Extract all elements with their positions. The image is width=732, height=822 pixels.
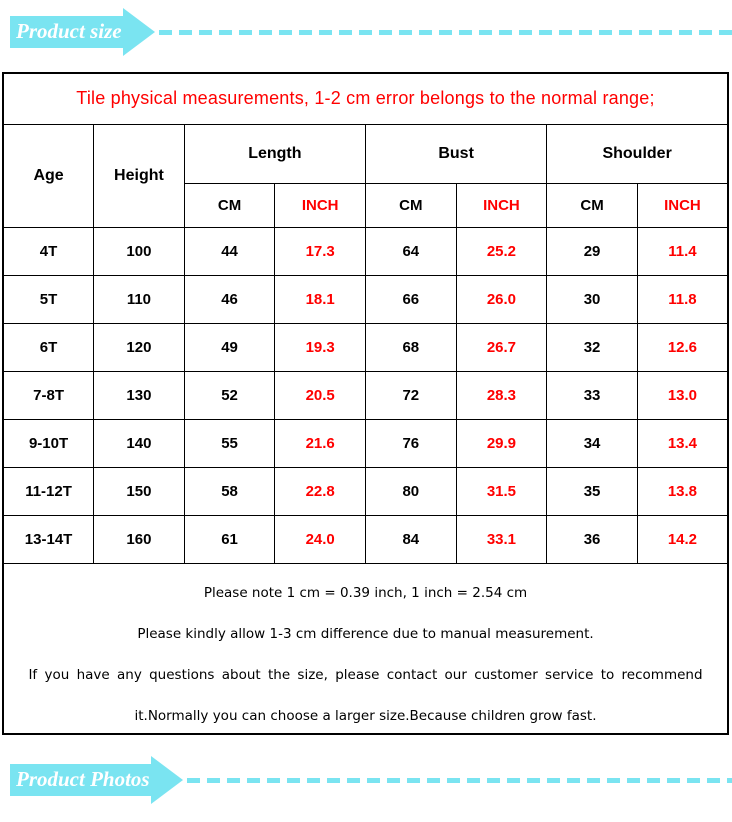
cell-age: 7-8T xyxy=(2,370,95,420)
table-row: 13-14T 160 61 24.0 84 33.1 36 14.2 xyxy=(2,514,729,564)
cell-length-inch: 21.6 xyxy=(274,418,366,468)
table-header-group-row: Age Height Length Bust Shoulder xyxy=(2,123,729,228)
cell-bust-inch: 29.9 xyxy=(455,418,548,468)
cell-age: 4T xyxy=(2,226,95,276)
header-shoulder-inch: INCH xyxy=(636,182,729,228)
cell-length-inch: 24.0 xyxy=(274,514,366,564)
cell-shoulder-inch: 14.2 xyxy=(636,514,729,564)
cell-bust-cm: 68 xyxy=(365,322,457,372)
cell-length-inch: 20.5 xyxy=(274,370,366,420)
cell-bust-cm: 72 xyxy=(365,370,457,420)
cell-bust-cm: 76 xyxy=(365,418,457,468)
cell-height: 150 xyxy=(93,466,185,516)
cell-shoulder-cm: 32 xyxy=(546,322,638,372)
cell-length-cm: 49 xyxy=(183,322,276,372)
table-notes-row: Please note 1 cm = 0.39 inch, 1 inch = 2… xyxy=(2,562,729,735)
cell-bust-cm: 84 xyxy=(365,514,457,564)
cell-shoulder-cm: 36 xyxy=(546,514,638,564)
cell-height: 110 xyxy=(93,274,185,324)
banner-title: Product size xyxy=(16,18,122,43)
cell-bust-inch: 33.1 xyxy=(455,514,548,564)
banner-ribbon-body: Product Photos xyxy=(10,764,151,796)
cell-length-cm: 52 xyxy=(183,370,276,420)
cell-bust-cm: 80 xyxy=(365,466,457,516)
banner-ribbon-body: Product size xyxy=(10,16,123,48)
cell-age: 5T xyxy=(2,274,95,324)
table-header-unit-row: CM INCH CM INCH CM INCH xyxy=(3,182,729,228)
size-chart-table: Tile physical measurements, 1-2 cm error… xyxy=(2,72,729,735)
arrow-right-icon xyxy=(122,8,155,56)
cell-shoulder-cm: 30 xyxy=(546,274,638,324)
cell-shoulder-cm: 35 xyxy=(546,466,638,516)
note-conversion: Please note 1 cm = 0.39 inch, 1 inch = 2… xyxy=(203,584,528,601)
header-length-inch: INCH xyxy=(274,182,366,228)
dashed-line xyxy=(158,29,732,35)
cell-age: 9-10T xyxy=(2,418,95,468)
cell-shoulder-cm: 34 xyxy=(546,418,638,468)
banner-ribbon: Product size xyxy=(10,8,155,56)
cell-age: 13-14T xyxy=(2,514,95,564)
cell-length-cm: 44 xyxy=(183,226,276,276)
header-shoulder: Shoulder xyxy=(546,123,729,184)
cell-bust-inch: 26.7 xyxy=(455,322,548,372)
cell-length-cm: 61 xyxy=(183,514,276,564)
cell-age: 6T xyxy=(2,322,95,372)
cell-shoulder-cm: 33 xyxy=(546,370,638,420)
table-title: Tile physical measurements, 1-2 cm error… xyxy=(2,72,729,125)
header-bust-cm: CM xyxy=(365,182,457,228)
table-row: 7-8T 130 52 20.5 72 28.3 33 13.0 xyxy=(2,370,729,420)
table-row: 11-12T 150 58 22.8 80 31.5 35 13.8 xyxy=(2,466,729,516)
cell-length-cm: 58 xyxy=(183,466,276,516)
header-bust-inch: INCH xyxy=(455,182,548,228)
cell-length-cm: 55 xyxy=(183,418,276,468)
dashed-line xyxy=(186,777,732,783)
arrow-right-icon xyxy=(150,756,183,804)
table-row: 5T 110 46 18.1 66 26.0 30 11.8 xyxy=(2,274,729,324)
cell-length-inch: 18.1 xyxy=(274,274,366,324)
cell-bust-inch: 31.5 xyxy=(455,466,548,516)
header-age: Age xyxy=(2,123,95,228)
cell-bust-inch: 25.2 xyxy=(455,226,548,276)
cell-height: 120 xyxy=(93,322,185,372)
cell-shoulder-inch: 11.8 xyxy=(636,274,729,324)
table-title-row: Tile physical measurements, 1-2 cm error… xyxy=(2,72,729,125)
banner-ribbon: Product Photos xyxy=(10,756,183,804)
note-contact-line2: it.Normally you can choose a larger size… xyxy=(134,707,597,724)
cell-bust-inch: 28.3 xyxy=(455,370,548,420)
table-row: 9-10T 140 55 21.6 76 29.9 34 13.4 xyxy=(2,418,729,468)
product-size-banner: Product size xyxy=(10,8,732,56)
cell-height: 140 xyxy=(93,418,185,468)
cell-bust-cm: 64 xyxy=(365,226,457,276)
cell-shoulder-inch: 13.4 xyxy=(636,418,729,468)
cell-age: 11-12T xyxy=(2,466,95,516)
cell-shoulder-inch: 13.8 xyxy=(636,466,729,516)
cell-shoulder-cm: 29 xyxy=(546,226,638,276)
cell-height: 100 xyxy=(93,226,185,276)
header-bust: Bust xyxy=(364,123,548,184)
header-length: Length xyxy=(183,123,367,184)
cell-height: 130 xyxy=(93,370,185,420)
header-shoulder-cm: CM xyxy=(546,182,638,228)
note-tolerance: Please kindly allow 1-3 cm difference du… xyxy=(137,625,594,642)
table-row: 4T 100 44 17.3 64 25.2 29 11.4 xyxy=(2,226,729,276)
header-length-cm: CM xyxy=(183,182,276,228)
banner-title: Product Photos xyxy=(16,766,150,791)
cell-bust-cm: 66 xyxy=(365,274,457,324)
cell-length-inch: 22.8 xyxy=(274,466,366,516)
cell-bust-inch: 26.0 xyxy=(455,274,548,324)
notes-cell: Please note 1 cm = 0.39 inch, 1 inch = 2… xyxy=(2,562,729,735)
cell-length-cm: 46 xyxy=(183,274,276,324)
cell-shoulder-inch: 12.6 xyxy=(636,322,729,372)
cell-height: 160 xyxy=(93,514,185,564)
cell-shoulder-inch: 13.0 xyxy=(636,370,729,420)
note-contact-line1: If you have any questions about the size… xyxy=(28,666,703,683)
cell-length-inch: 19.3 xyxy=(274,322,366,372)
table-row: 6T 120 49 19.3 68 26.7 32 12.6 xyxy=(2,322,729,372)
cell-length-inch: 17.3 xyxy=(274,226,366,276)
product-photos-banner: Product Photos xyxy=(10,756,732,804)
cell-shoulder-inch: 11.4 xyxy=(636,226,729,276)
header-height: Height xyxy=(93,123,185,228)
